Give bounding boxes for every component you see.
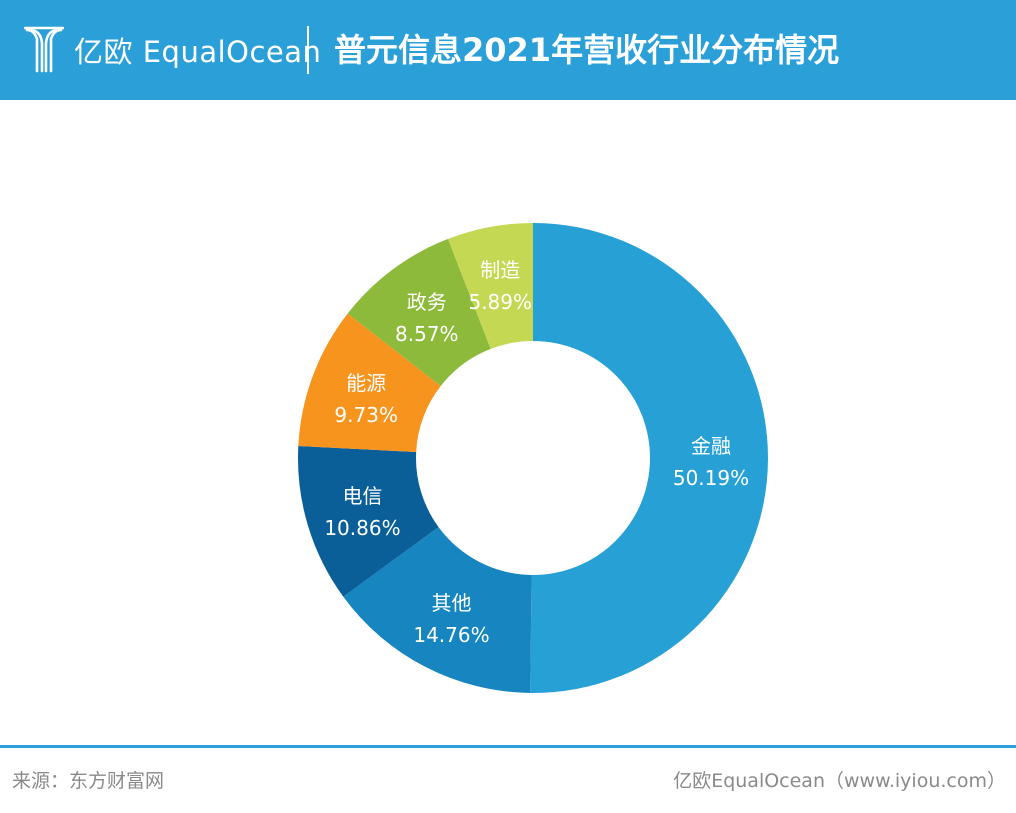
slice-value-label: 14.76% (413, 623, 489, 647)
slice-category-label: 能源 (346, 371, 386, 395)
donut-labels: 金融 50.19% 其他 14.76% 电信 10.86% 能源 9.73% 政务 8.57% 制造… (324, 258, 749, 647)
footer-rule (0, 745, 1016, 748)
slice-value-label: 8.57% (395, 322, 459, 346)
logo-wordmark: 亿欧 EqualOcean (74, 35, 322, 69)
donut-slices (298, 223, 768, 693)
slice-other (343, 527, 532, 693)
slice-finance (530, 223, 768, 693)
brand-logo: 亿欧 EqualOcean (24, 24, 321, 76)
slice-energy (298, 313, 441, 453)
slice-value-label: 5.89% (468, 290, 532, 314)
page-title: 普元信息2021年营收行业分布情况 (334, 31, 840, 69)
header-divider (307, 26, 309, 74)
slice-value-label: 50.19% (673, 466, 749, 490)
donut-chart: 金融 50.19% 其他 14.76% 电信 10.86% 能源 9.73% 政务 8.57% 制造… (298, 223, 768, 693)
slice-telecom (298, 446, 439, 597)
slice-category-label: 其他 (431, 591, 471, 615)
slice-category-label: 金融 (691, 434, 731, 458)
slice-value-label: 9.73% (334, 403, 398, 427)
slice-category-label: 制造 (480, 258, 520, 282)
slice-category-label: 政务 (407, 290, 447, 314)
credit-note: 亿欧EqualOcean（www.iyiou.com） (673, 770, 1006, 792)
slice-government (347, 238, 491, 387)
equalocean-logo-icon (24, 26, 64, 73)
slice-category-label: 电信 (342, 484, 382, 508)
header-banner: 亿欧 EqualOcean 普元信息2021年营收行业分布情况 (0, 0, 1016, 100)
slice-value-label: 10.86% (324, 516, 400, 540)
slice-manufacturing (448, 223, 533, 349)
source-note: 来源：东方财富网 (12, 770, 165, 792)
